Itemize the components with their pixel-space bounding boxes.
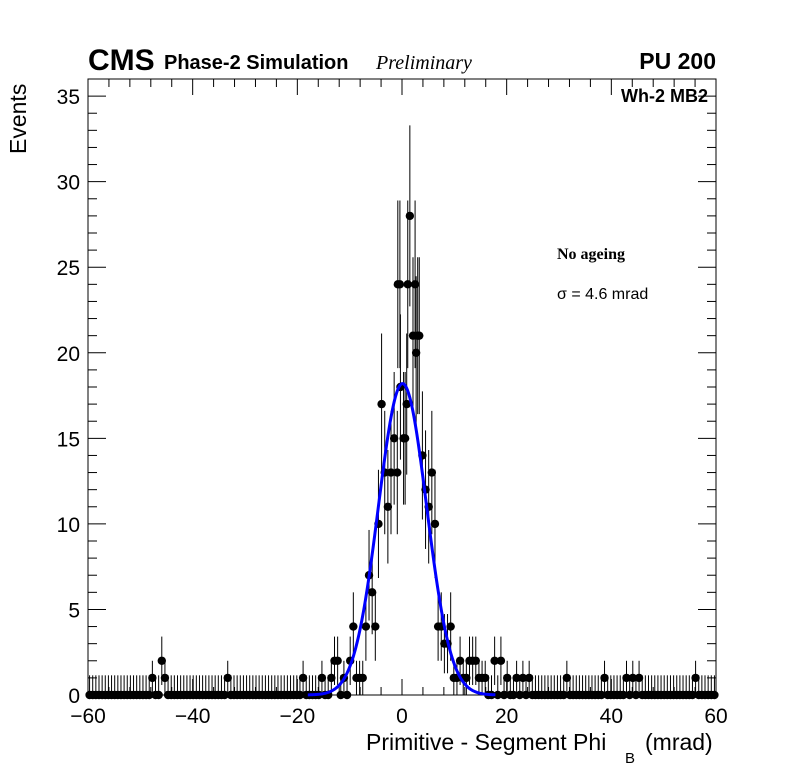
data-points [85, 211, 719, 700]
data-point [600, 673, 609, 683]
data-point [502, 673, 512, 683]
data-point [634, 673, 644, 683]
data-point [410, 280, 420, 289]
data-point [371, 622, 380, 631]
data-point [625, 690, 634, 700]
data-point [327, 673, 336, 683]
data-point [317, 673, 327, 683]
data-point [405, 211, 415, 221]
data-point [496, 656, 506, 665]
data-point [691, 673, 700, 683]
annotation-title: No ageing [557, 246, 625, 263]
data-point [402, 399, 411, 409]
y-tick-label: 10 [57, 514, 80, 537]
axis-ticks [87, 78, 717, 696]
y-tick-label: 20 [57, 343, 80, 366]
data-point [490, 656, 499, 665]
data-point [481, 673, 490, 683]
data-point [471, 656, 480, 665]
data-point [521, 690, 531, 700]
x-axis-label-subscript: B [625, 750, 635, 767]
data-point [336, 690, 345, 700]
y-tick-label: 5 [68, 599, 80, 622]
data-point [361, 622, 371, 631]
data-point [160, 673, 170, 683]
simulation-label: Phase-2 Simulation [164, 52, 349, 74]
data-point [383, 502, 393, 511]
x-tick-label: −40 [175, 705, 211, 728]
data-point [358, 673, 367, 683]
data-point [427, 468, 437, 477]
data-point [367, 588, 377, 597]
data-point [631, 690, 641, 700]
data-point [524, 673, 534, 683]
data-point [333, 656, 342, 665]
fit-curve [307, 382, 496, 697]
data-point [298, 673, 308, 683]
data-point [342, 690, 352, 700]
data-point [710, 690, 719, 700]
data-point [386, 468, 396, 477]
data-point [518, 673, 528, 683]
data-point [512, 673, 521, 683]
data-point [400, 434, 410, 443]
data-point [349, 622, 358, 631]
x-axis-label-unit: (mrad) [645, 729, 713, 755]
data-point [509, 690, 518, 700]
data-point [393, 468, 402, 477]
data-point [622, 673, 631, 683]
data-point [619, 690, 628, 700]
data-point [455, 656, 465, 665]
data-point [462, 673, 471, 683]
data-point [145, 690, 154, 700]
x-tick-label: −60 [70, 705, 106, 728]
y-tick-label: 0 [68, 685, 80, 708]
header: CMS Phase-2 Simulation Preliminary PU 20… [88, 44, 716, 77]
data-point [411, 348, 421, 357]
x-tick-label: 0 [396, 705, 408, 728]
data-point [295, 690, 305, 700]
x-axis-label: Primitive - Segment Phi B (mrad) [366, 729, 713, 767]
data-point [413, 331, 422, 340]
data-point [559, 690, 568, 700]
x-tick-label: −20 [280, 705, 316, 728]
x-axis-label-main: Primitive - Segment Phi [366, 729, 606, 755]
x-tick-label: 40 [600, 705, 623, 728]
data-point [154, 690, 163, 700]
x-tick-label: 20 [495, 705, 518, 728]
preliminary-label: Preliminary [375, 52, 472, 74]
data-point [403, 280, 412, 289]
data-point [389, 434, 399, 443]
data-point [157, 656, 166, 665]
y-tick-label: 25 [57, 257, 80, 280]
data-point [148, 673, 157, 683]
data-point [515, 690, 524, 700]
data-point [430, 519, 440, 529]
cms-label: CMS [88, 44, 155, 77]
data-point [493, 690, 502, 700]
data-point [220, 690, 229, 700]
data-point [688, 690, 697, 700]
data-point [377, 399, 386, 409]
y-tick-label: 30 [57, 172, 80, 195]
annotation-sigma: σ = 4.6 mrad [557, 286, 648, 303]
error-bars [86, 125, 718, 696]
region-label: Wh-2 MB2 [621, 86, 708, 106]
data-point [597, 690, 606, 700]
y-tick-label: 15 [57, 428, 80, 451]
data-point [628, 673, 637, 683]
data-point [223, 673, 232, 683]
x-tick-label: 60 [704, 705, 727, 728]
axis-tick-labels: −60 −40 −20 0 20 40 60 0 5 10 15 20 25 30 35 [57, 86, 728, 728]
data-point [446, 622, 455, 631]
pileup-label: PU 200 [639, 48, 716, 74]
data-point [499, 690, 509, 700]
y-axis-label: Events [5, 84, 31, 154]
y-tick-label: 35 [57, 86, 80, 109]
data-point [562, 673, 572, 683]
data-point [395, 280, 405, 289]
